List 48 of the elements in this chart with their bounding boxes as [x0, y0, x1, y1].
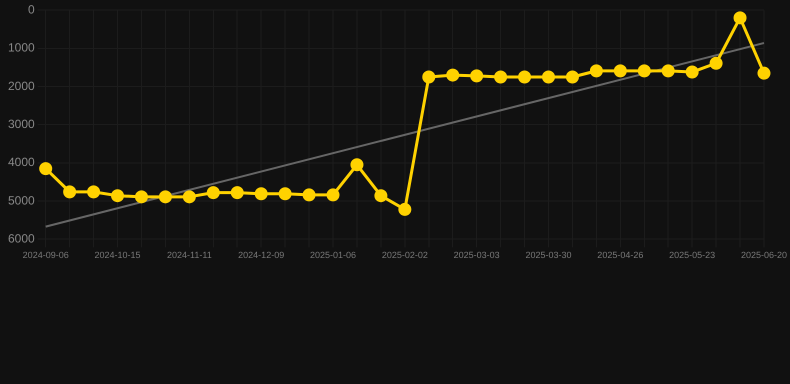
point [182, 190, 196, 204]
x-tick-label: 2024-09-06 [22, 250, 69, 260]
point [398, 202, 412, 216]
y-tick-label: 4000 [8, 155, 36, 170]
x-tick-label: 2024-12-09 [238, 250, 284, 260]
point [326, 188, 340, 202]
point [590, 64, 603, 78]
point [111, 189, 124, 202]
point [134, 190, 148, 204]
point [302, 188, 316, 202]
x-tick-label: 2024-10-15 [94, 250, 141, 260]
point [518, 70, 532, 84]
x-tick-label: 2025-02-02 [382, 250, 428, 260]
point [230, 186, 244, 200]
point [494, 70, 508, 84]
point [686, 66, 699, 79]
point [254, 187, 268, 200]
y-tick-label: 5000 [8, 193, 36, 208]
point [206, 186, 220, 200]
y-tick-label: 6000 [8, 232, 36, 246]
point [374, 189, 388, 202]
x-tick-label: 2025-05-23 [669, 250, 716, 260]
point [710, 56, 723, 70]
point [87, 185, 100, 198]
point [158, 190, 172, 204]
x-tick-label: 2025-04-26 [597, 250, 644, 260]
point [566, 70, 579, 84]
y-tick-label: 0 [28, 2, 36, 17]
y-tick-label: 1000 [8, 40, 36, 55]
x-tick-label: 2025-03-03 [454, 250, 500, 260]
point [446, 68, 460, 82]
x-tick-label: 2025-03-30 [525, 250, 572, 260]
y-tick-label: 2000 [8, 78, 36, 93]
point [422, 70, 436, 84]
x-tick-label: 2024-11-11 [167, 250, 212, 260]
x-tick-label: 2025-06-20 [740, 250, 788, 260]
point [734, 11, 747, 24]
point [278, 187, 292, 200]
x-tick-label: 2025-01-06 [310, 250, 356, 260]
point [757, 66, 770, 80]
y-tick-label: 3000 [8, 117, 36, 132]
point [350, 158, 364, 172]
point [63, 185, 76, 198]
point [470, 69, 484, 82]
point [542, 70, 555, 84]
point [614, 64, 627, 78]
point [638, 64, 651, 78]
point [662, 64, 675, 78]
